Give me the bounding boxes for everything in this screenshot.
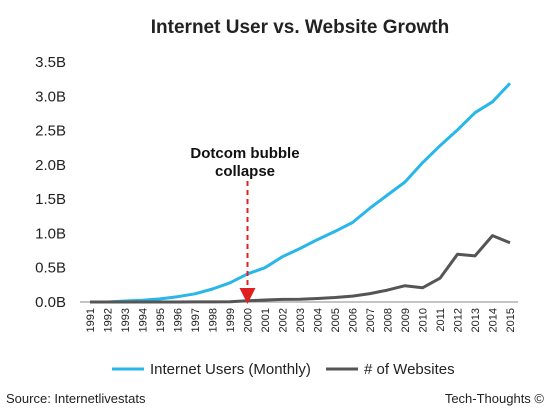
legend-label-internet-users: Internet Users (Monthly) [150, 361, 311, 378]
x-tick-label: 1995 [155, 308, 167, 332]
x-tick-label: 1992 [103, 308, 115, 332]
y-axis-ticks: 0.0B 0.5B 1.0B 1.5B 2.0B 2.5B 3.0B 3.5B [35, 54, 66, 311]
x-tick-label: 1998 [208, 308, 220, 332]
annotation: Dotcom bubble collapse [190, 145, 300, 304]
x-tick-label: 2002 [278, 308, 290, 332]
x-tick-label: 1991 [85, 308, 97, 332]
x-tick-label: 2007 [365, 308, 377, 332]
x-tick-label: 2004 [313, 308, 325, 332]
legend: Internet Users (Monthly) # of Websites [112, 361, 455, 378]
credit-note: Tech-Thoughts © [445, 391, 545, 406]
x-tick-label: 2015 [505, 308, 517, 332]
series-group [89, 82, 512, 304]
y-tick-label: 1.0B [35, 225, 66, 242]
x-tick-label: 2008 [383, 308, 395, 332]
x-tick-label: 1997 [190, 308, 202, 332]
series-line-websites [90, 234, 511, 304]
y-tick-label: 2.5B [35, 123, 66, 140]
x-tick-label: 2009 [400, 308, 412, 332]
x-tick-label: 1999 [225, 308, 237, 332]
x-axis-ticks: 1991 1992 1993 1994 1995 1996 1997 1998 1999 2000… [85, 308, 517, 332]
y-tick-label: 0.0B [35, 294, 66, 311]
x-tick-label: 1993 [120, 308, 132, 332]
y-tick-label: 3.0B [35, 88, 66, 105]
x-tick-label: 1994 [138, 308, 150, 332]
x-tick-label: 2006 [348, 308, 360, 332]
x-tick-label: 2000 [243, 308, 255, 332]
chart-title: Internet User vs. Website Growth [151, 17, 449, 38]
y-tick-label: 3.5B [35, 54, 66, 71]
x-tick-label: 1996 [173, 308, 185, 332]
x-tick-label: 2014 [488, 308, 500, 332]
y-tick-label: 0.5B [35, 260, 66, 277]
x-tick-label: 2001 [260, 308, 272, 332]
x-tick-label: 2013 [470, 308, 482, 332]
x-tick-label: 2003 [295, 308, 307, 332]
x-tick-label: 2012 [453, 308, 465, 332]
y-tick-label: 2.0B [35, 157, 66, 174]
annotation-line-1: Dotcom bubble [190, 145, 299, 162]
source-note: Source: Internetlivestats [6, 391, 146, 406]
x-tick-label: 2010 [418, 308, 430, 332]
x-tick-label: 2011 [435, 308, 447, 332]
legend-label-websites: # of Websites [364, 361, 455, 378]
y-tick-label: 1.5B [35, 191, 66, 208]
x-tick-label: 2005 [330, 308, 342, 332]
annotation-line-2: collapse [215, 163, 275, 180]
